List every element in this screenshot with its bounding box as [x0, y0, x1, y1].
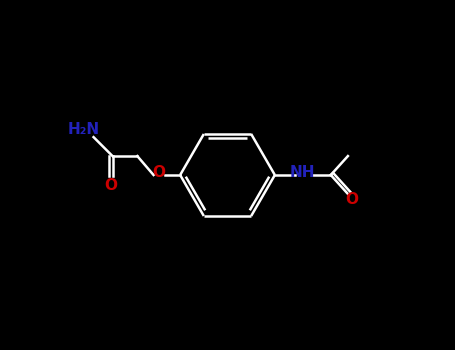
Text: O: O [152, 165, 166, 180]
Text: O: O [345, 192, 358, 207]
Text: H₂N: H₂N [68, 121, 100, 136]
Text: NH: NH [290, 165, 316, 180]
Text: O: O [104, 178, 117, 193]
